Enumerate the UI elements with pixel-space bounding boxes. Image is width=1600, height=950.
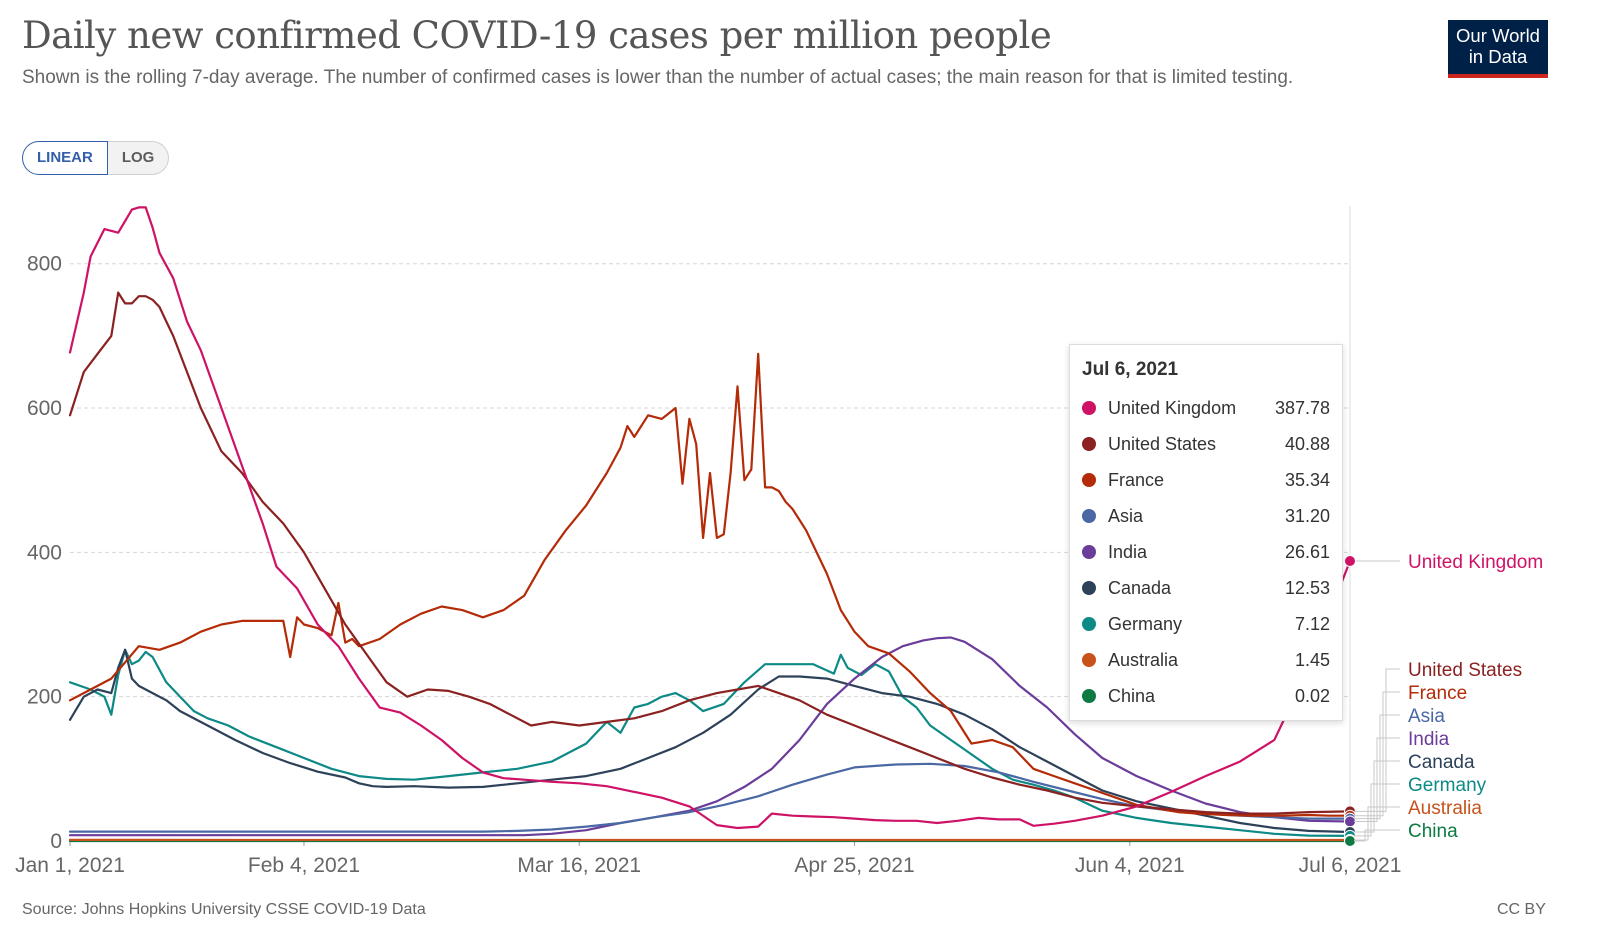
legend-dot-icon	[1082, 473, 1096, 487]
tooltip-series-name: United States	[1108, 433, 1217, 454]
y-tick-label: 400	[27, 541, 62, 564]
tooltip-series-name: India	[1108, 541, 1148, 562]
tooltip-series-value: 387.78	[1274, 397, 1330, 418]
legend-dot-icon	[1082, 581, 1096, 595]
owid-logo[interactable]: Our World in Data	[1448, 20, 1548, 78]
x-tick-label: Mar 16, 2021	[517, 854, 641, 877]
tooltip-series-value: 31.20	[1284, 505, 1330, 526]
x-tick-label: Apr 25, 2021	[794, 854, 914, 877]
tooltip-row: Asia 31.20	[1082, 498, 1330, 534]
tooltip-row: Canada 12.53	[1082, 570, 1330, 606]
log-scale-button[interactable]: LOG	[107, 141, 170, 175]
y-tick-label: 600	[27, 397, 62, 420]
tooltip-row: United Kingdom 387.78	[1082, 390, 1330, 426]
hover-tooltip: Jul 6, 2021 United Kingdom 387.78 United S…	[1069, 344, 1343, 721]
y-axis-ticks: 0 200 400 600 800	[27, 253, 62, 853]
leader-line	[1354, 714, 1400, 820]
series-line-india[interactable]	[68, 636, 1352, 837]
tooltip-series-name: Australia	[1108, 649, 1179, 670]
end-label[interactable]: Australia	[1408, 798, 1482, 819]
chart-title: Daily new confirmed COVID-19 cases per m…	[22, 14, 1052, 57]
series-lines	[68, 206, 1352, 843]
y-tick-label: 800	[27, 253, 62, 276]
legend-dot-icon	[1082, 401, 1096, 415]
end-label[interactable]: Germany	[1408, 775, 1487, 796]
logo-line-2: in Data	[1468, 46, 1528, 67]
leader-line	[1354, 668, 1400, 812]
leader-line	[1354, 783, 1400, 837]
end-label[interactable]: United States	[1408, 660, 1522, 681]
series-line-germany[interactable]	[68, 648, 1352, 838]
end-label[interactable]: United Kingdom	[1408, 552, 1543, 573]
tooltip-series-value: 7.12	[1294, 613, 1330, 634]
series-line-united-states[interactable]	[68, 291, 1352, 815]
end-labels: United Kingdom United StatesFranceAsiaInd…	[1354, 552, 1543, 842]
tooltip-row: China 0.02	[1082, 678, 1330, 714]
chart-subtitle: Shown is the rolling 7-day average. The …	[22, 67, 1294, 88]
tooltip-series-name: Asia	[1108, 505, 1144, 526]
tooltip-series-name: United Kingdom	[1108, 397, 1237, 418]
series-line-united-kingdom[interactable]	[68, 206, 1352, 830]
legend-dot-icon	[1082, 437, 1096, 451]
logo-line-1: Our World	[1456, 25, 1540, 46]
end-label[interactable]: France	[1408, 683, 1467, 704]
tooltip-series-value: 1.45	[1294, 649, 1330, 670]
tooltip-series-name: Canada	[1108, 577, 1172, 598]
x-tick-label: Feb 4, 2021	[248, 854, 360, 877]
tooltip-series-value: 26.61	[1284, 541, 1330, 562]
end-label[interactable]: Asia	[1408, 706, 1445, 727]
y-tick-label: 200	[27, 686, 62, 709]
end-label[interactable]: China	[1408, 821, 1458, 842]
tooltip-series-value: 12.53	[1284, 577, 1330, 598]
legend-dot-icon	[1082, 617, 1096, 631]
legend-dot-icon	[1082, 653, 1096, 667]
tooltip-series-name: Germany	[1108, 613, 1183, 634]
legend-dot-icon	[1082, 545, 1096, 559]
x-tick-label: Jul 6, 2021	[1299, 854, 1402, 877]
y-tick-label: 0	[50, 830, 62, 853]
tooltip-series-value: 35.34	[1284, 469, 1330, 490]
leader-line	[1354, 806, 1400, 841]
series-end-point	[1344, 834, 1356, 847]
leader-line	[1354, 737, 1400, 823]
tooltip-row: Germany 7.12	[1082, 606, 1330, 642]
tooltip-series-value: 0.02	[1294, 685, 1330, 706]
tooltip-row: France 35.34	[1082, 462, 1330, 498]
end-label[interactable]: India	[1408, 729, 1450, 750]
tooltip-series-name: France	[1108, 469, 1165, 490]
tooltip-rows: United Kingdom 387.78 United States 40.88 Fr…	[1082, 390, 1330, 714]
tooltip-row: United States 40.88	[1082, 426, 1330, 462]
x-tick-label: Jan 1, 2021	[15, 854, 125, 877]
leader-line	[1354, 829, 1400, 842]
license-link[interactable]: CC BY	[1497, 901, 1546, 918]
source-note: Source: Johns Hopkins University CSSE CO…	[22, 901, 426, 918]
linear-scale-button[interactable]: LINEAR	[22, 141, 108, 175]
scale-toggle: LINEAR LOG	[22, 141, 170, 175]
leader-line	[1354, 760, 1400, 833]
tooltip-row: India 26.61	[1082, 534, 1330, 570]
end-label[interactable]: Canada	[1408, 752, 1475, 773]
tooltip-series-value: 40.88	[1284, 433, 1330, 454]
x-axis-ticks: Jan 1, 2021 Feb 4, 2021 Mar 16, 2021 Apr 25…	[15, 840, 1402, 877]
x-tick-label: Jun 4, 2021	[1075, 854, 1185, 877]
series-end-point	[1344, 815, 1356, 828]
legend-dot-icon	[1082, 509, 1096, 523]
tooltip-series-name: China	[1108, 685, 1156, 706]
series-line-france[interactable]	[68, 352, 1352, 817]
tooltip-row: Australia 1.45	[1082, 642, 1330, 678]
hover-marker	[1344, 206, 1356, 847]
series-end-point	[1344, 555, 1356, 568]
legend-dot-icon	[1082, 689, 1096, 703]
series-line-canada[interactable]	[68, 648, 1352, 834]
tooltip-date: Jul 6, 2021	[1082, 359, 1179, 380]
